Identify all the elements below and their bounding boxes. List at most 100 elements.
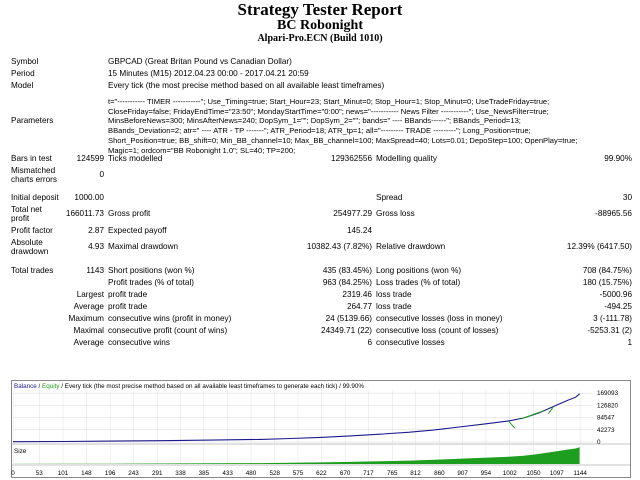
maxdd-label: Maximal drawdown (108, 242, 179, 251)
average2-label: Average (73, 338, 104, 347)
x-tick-label: 907 (457, 470, 468, 477)
x-tick-label: 338 (175, 470, 186, 477)
pt-label: Profit trades (% of total) (108, 278, 195, 287)
symbol-label: Symbol (11, 57, 39, 66)
legend-separator: / (37, 383, 42, 390)
grossprofit-label: Gross profit (108, 209, 151, 218)
mismatch-label-2: charts errors (11, 175, 57, 184)
model-value: Every tick (the most precise method base… (108, 81, 385, 90)
pf-label: Profit factor (11, 226, 53, 235)
netprofit-label-2: profit (11, 214, 30, 223)
x-tick-label: 954 (481, 470, 492, 477)
y-tick-label: 126820 (597, 402, 619, 409)
reldd-label: Relative drawdown (376, 242, 446, 251)
mal-cp-label: consecutive profit (count of wins) (108, 326, 228, 335)
x-tick-label: 196 (105, 470, 116, 477)
avg-cw-label: consecutive wins (108, 338, 170, 347)
balance-chart-svg: 169093 126820 84547 42273 0 0 53 101 148 196 243 2… (11, 380, 631, 478)
max-cw-label: consecutive wins (profit in money) (108, 314, 232, 323)
max-cw-value: 24 (5139.66) (325, 314, 372, 323)
long-label: Long positions (won %) (376, 266, 462, 275)
spread-value: 30 (622, 193, 632, 202)
absdd-value: 4.93 (88, 242, 104, 251)
parameters-line: Magic=1; ordcom="BB Robonight 1.0"; SL=4… (108, 145, 296, 155)
x-tick-label: 433 (222, 470, 233, 477)
parameters-line: MinsBeforeNews=300; MinsAfterNews=240; D… (108, 116, 521, 126)
x-tick-label: 243 (128, 470, 139, 477)
x-tick-label: 575 (293, 470, 304, 477)
broker-build: Alpari-Pro.ECN (Build 1010) (257, 33, 383, 44)
x-tick-label: 1144 (573, 470, 587, 477)
x-tick-label: 860 (434, 470, 445, 477)
parameters-line: Short_Position=true; BB_shift=0; Min_BB_… (108, 135, 578, 145)
maximal-label: Maximal (73, 326, 104, 335)
size-label: Size (14, 448, 27, 455)
largest-profit-label: profit trade (108, 290, 148, 299)
x-tick-label: 1002 (503, 470, 518, 477)
x-tick-label: 1050 (527, 470, 542, 477)
equity-line (508, 406, 554, 429)
symbol-value: GBPCAD (Great Britan Pound vs Canadian D… (108, 57, 292, 66)
x-tick-label: 717 (363, 470, 374, 477)
largest-label: Largest (76, 290, 104, 299)
deposit-value: 1000.00 (74, 193, 104, 202)
netprofit-label: Total net (11, 205, 42, 214)
deposit-label: Initial deposit (11, 193, 59, 202)
x-tick-label: 528 (269, 470, 280, 477)
x-tick-label: 812 (410, 470, 421, 477)
quality-value: 99.90% (604, 154, 632, 163)
y-tick-label: 0 (597, 439, 601, 446)
legend-description: / Every tick (the most precise method ba… (60, 383, 365, 390)
average-profit-value: 264.77 (346, 302, 372, 311)
max-cl-value: 3 (-111.78) (593, 314, 632, 323)
largest-profit-value: 2319.46 (342, 290, 372, 299)
y-tick-label: 42273 (597, 427, 615, 434)
grossloss-value: -88965.56 (595, 209, 632, 218)
period-value: 15 Minutes (M15) 2012.04.23 00:00 - 2017… (108, 69, 309, 78)
average-profit-label: profit trade (108, 302, 148, 311)
reldd-value: 12.39% (6417.50) (566, 242, 632, 251)
expert-name: BC Robonight (277, 18, 363, 33)
size-area (13, 447, 580, 464)
bars-value: 124599 (76, 154, 104, 163)
average-loss-label: loss trade (376, 302, 412, 311)
average-loss-value: -494.25 (604, 302, 632, 311)
lt-value: 180 (15.75%) (582, 278, 632, 287)
mal-cl-value: -5253.31 (2) (587, 326, 632, 335)
average-label: Average (73, 302, 104, 311)
grossloss-label: Gross loss (376, 209, 415, 218)
x-tick-label: 385 (199, 470, 210, 477)
mismatch-label: Mismatched (11, 166, 56, 175)
x-tick-label: 622 (316, 470, 327, 477)
avg-cl-value: 1 (627, 338, 632, 347)
legend-equity: Equity (42, 383, 60, 390)
x-tick-label: 291 (152, 470, 163, 477)
parameters-line: t="----------- TIMER -----------"; Use_T… (108, 97, 550, 106)
ep-label: Expected payoff (108, 226, 167, 235)
mal-cp-value: 24349.71 (22) (321, 326, 372, 335)
largest-loss-value: -5000.96 (599, 290, 632, 299)
x-tick-label: 1097 (550, 470, 565, 477)
avg-cw-value: 6 (367, 338, 372, 347)
avg-cl-label: consecutive losses (376, 338, 445, 347)
parameters-text: t="----------- TIMER -----------"; Use_T… (108, 97, 628, 155)
ticks-label: Ticks modelled (108, 154, 163, 163)
x-tick-label: 480 (246, 470, 257, 477)
netprofit-value: 166011.73 (65, 209, 104, 218)
parameters-line: CloseFriday=false; FridayEndTime="23:50"… (108, 106, 549, 116)
quality-label: Modelling quality (376, 154, 437, 163)
y-tick-label: 169093 (597, 390, 619, 397)
maxdd-value: 10382.43 (7.82%) (306, 242, 372, 251)
x-tick-label: 0 (11, 470, 15, 477)
absdd-label-2: drawdown (11, 247, 49, 256)
largest-loss-label: loss trade (376, 290, 412, 299)
x-tick-label: 765 (387, 470, 398, 477)
mal-cl-label: consecutive loss (count of losses) (376, 326, 499, 335)
absdd-label: Absolute (11, 238, 43, 247)
x-tick-label: 101 (58, 470, 69, 477)
trades-value: 1143 (86, 266, 104, 275)
grossprofit-value: 254977.29 (333, 209, 372, 218)
maximum-label: Maximum (68, 314, 104, 323)
chart-legend: Balance / Equity / Every tick (the most … (14, 383, 364, 390)
x-tick-label: 53 (36, 470, 44, 477)
